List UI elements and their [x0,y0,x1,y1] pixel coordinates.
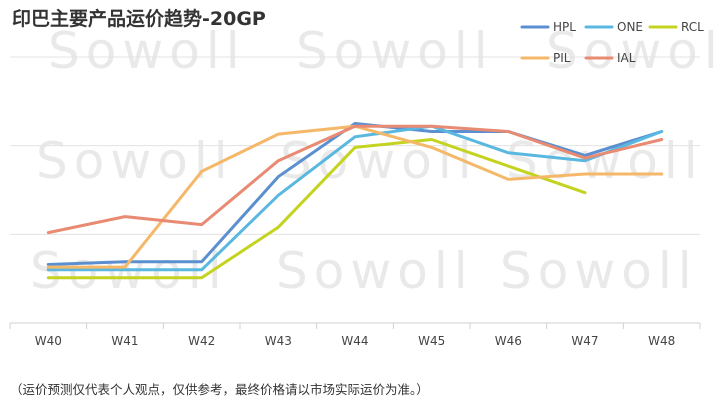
x-tick-label: W47 [571,334,598,348]
x-axis: W40 W41 W42 W43 W44 W45 W46 W47 W48 [9,322,701,348]
watermark: Sowoll [48,22,246,80]
grid [10,56,700,235]
x-tick-label: W41 [111,334,138,348]
x-tick-label: W40 [35,334,62,348]
watermark: Sowoll [500,242,698,300]
chart-title: 印巴主要产品运价趋势-20GP [12,7,266,30]
watermark: Sowoll [280,132,478,190]
legend-item-hpl: HPL [520,20,576,34]
x-tick-label: W44 [341,334,368,348]
legend-item-rcl: RCL [648,20,704,34]
series-line-rcl [46,138,587,280]
series-line-hpl [46,122,664,266]
x-tick-label: W43 [265,334,292,348]
series-line-ial [46,124,664,235]
legend-item-ial: IAL [584,51,636,65]
watermark: Sowoll [276,242,474,300]
watermark: Sowoll [296,22,494,80]
x-tick-label: W42 [188,334,215,348]
x-tick-label: W48 [648,334,675,348]
legend-item-pil: PIL [520,51,571,65]
series-line-one [46,124,664,272]
legend: HPL ONE RCL PIL IAL [520,20,704,65]
x-tick-label: W45 [418,334,445,348]
watermark: Sowoll [36,132,234,190]
legend-label: RCL [681,20,704,34]
watermark-layer: Sowoll Sowoll Sowoll Sowoll Sowoll Sowol… [30,22,719,300]
legend-item-one: ONE [584,20,643,34]
footnote: （运价预测仅代表个人观点，仅供参考，最终价格请以市场实际运价为准。） [10,382,429,397]
series-lines [46,122,664,280]
legend-label: PIL [553,51,571,65]
x-tick-label: W46 [495,334,522,348]
legend-label: HPL [553,20,576,34]
legend-label: IAL [617,51,636,65]
legend-label: ONE [617,20,643,34]
watermark: Sowoll [546,22,719,80]
